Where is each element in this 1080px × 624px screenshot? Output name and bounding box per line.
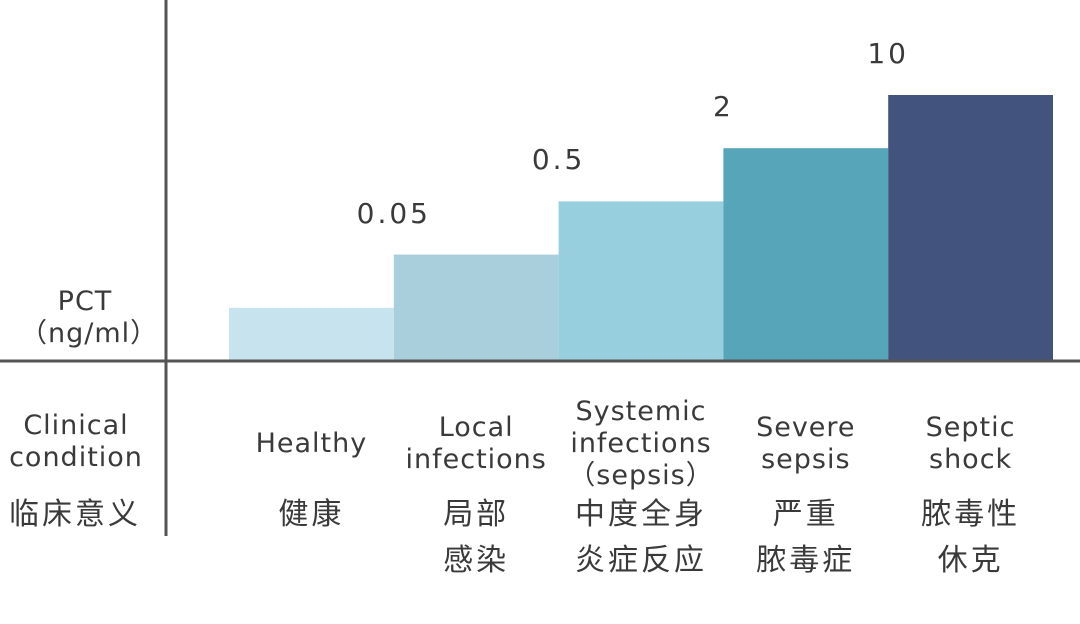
- threshold-label-3: 0.5: [531, 143, 586, 177]
- category-label-zh-1: 健康: [221, 492, 401, 538]
- bar-2: [393, 254, 559, 361]
- bar-1: [229, 307, 394, 361]
- threshold-label-2: 0.05: [356, 196, 431, 230]
- category-label-line: sepsis: [761, 444, 851, 475]
- category-label-zh-line: 脓毒性: [921, 497, 1021, 532]
- clinical-condition-header: Clinical condition: [6, 410, 146, 474]
- y-axis-label-unit-sub: （ng/ml）: [20, 318, 159, 349]
- bar-3: [558, 201, 724, 361]
- category-label-5: Septic shock: [881, 412, 1061, 476]
- category-label-zh-line: 休克: [937, 543, 1004, 578]
- category-label-line: infections: [570, 428, 712, 459]
- category-label-zh-5: 脓毒性 休克: [881, 492, 1061, 584]
- category-label-zh-line: 健康: [278, 497, 345, 532]
- category-label-line: Severe: [756, 412, 856, 443]
- category-label-zh-4: 严重 脓毒症: [716, 492, 896, 584]
- category-label-4: Severe sepsis: [716, 412, 896, 476]
- category-label-3: Systemic infections （sepsis）: [551, 396, 731, 492]
- category-label-line: Septic: [925, 412, 1016, 443]
- category-label-1: Healthy: [221, 428, 401, 460]
- clinical-significance-text: 临床意义: [9, 497, 141, 532]
- y-axis-label: PCT （ng/ml）: [20, 286, 159, 350]
- category-label-zh-line: 中度全身: [575, 497, 707, 532]
- category-label-zh-3: 中度全身 炎症反应: [551, 492, 731, 584]
- category-label-line: Healthy: [255, 428, 368, 459]
- category-label-line: （sepsis）: [568, 460, 714, 491]
- bar-5: [888, 95, 1053, 361]
- category-label-zh-line: 严重: [772, 497, 839, 532]
- category-label-line: infections: [405, 444, 547, 475]
- category-label-line: Local: [438, 412, 514, 443]
- category-label-line: shock: [929, 444, 1013, 475]
- threshold-label-5: 10: [867, 37, 909, 70]
- category-label-line: Systemic: [575, 396, 707, 427]
- category-label-zh-line: 感染: [443, 543, 510, 578]
- clinical-significance-header: 临床意义: [0, 492, 150, 538]
- bar-4: [723, 148, 889, 361]
- category-label-zh-line: 脓毒症: [756, 543, 856, 578]
- threshold-label-4: 2: [712, 90, 734, 124]
- category-label-2: Local infections: [386, 412, 566, 476]
- category-label-zh-2: 局部 感染: [386, 492, 566, 584]
- clinical-condition-text: Clinical condition: [9, 410, 143, 473]
- category-label-zh-line: 局部: [443, 497, 510, 532]
- category-label-zh-line: 炎症反应: [575, 543, 707, 578]
- y-axis-label-unit: PCT: [57, 286, 113, 317]
